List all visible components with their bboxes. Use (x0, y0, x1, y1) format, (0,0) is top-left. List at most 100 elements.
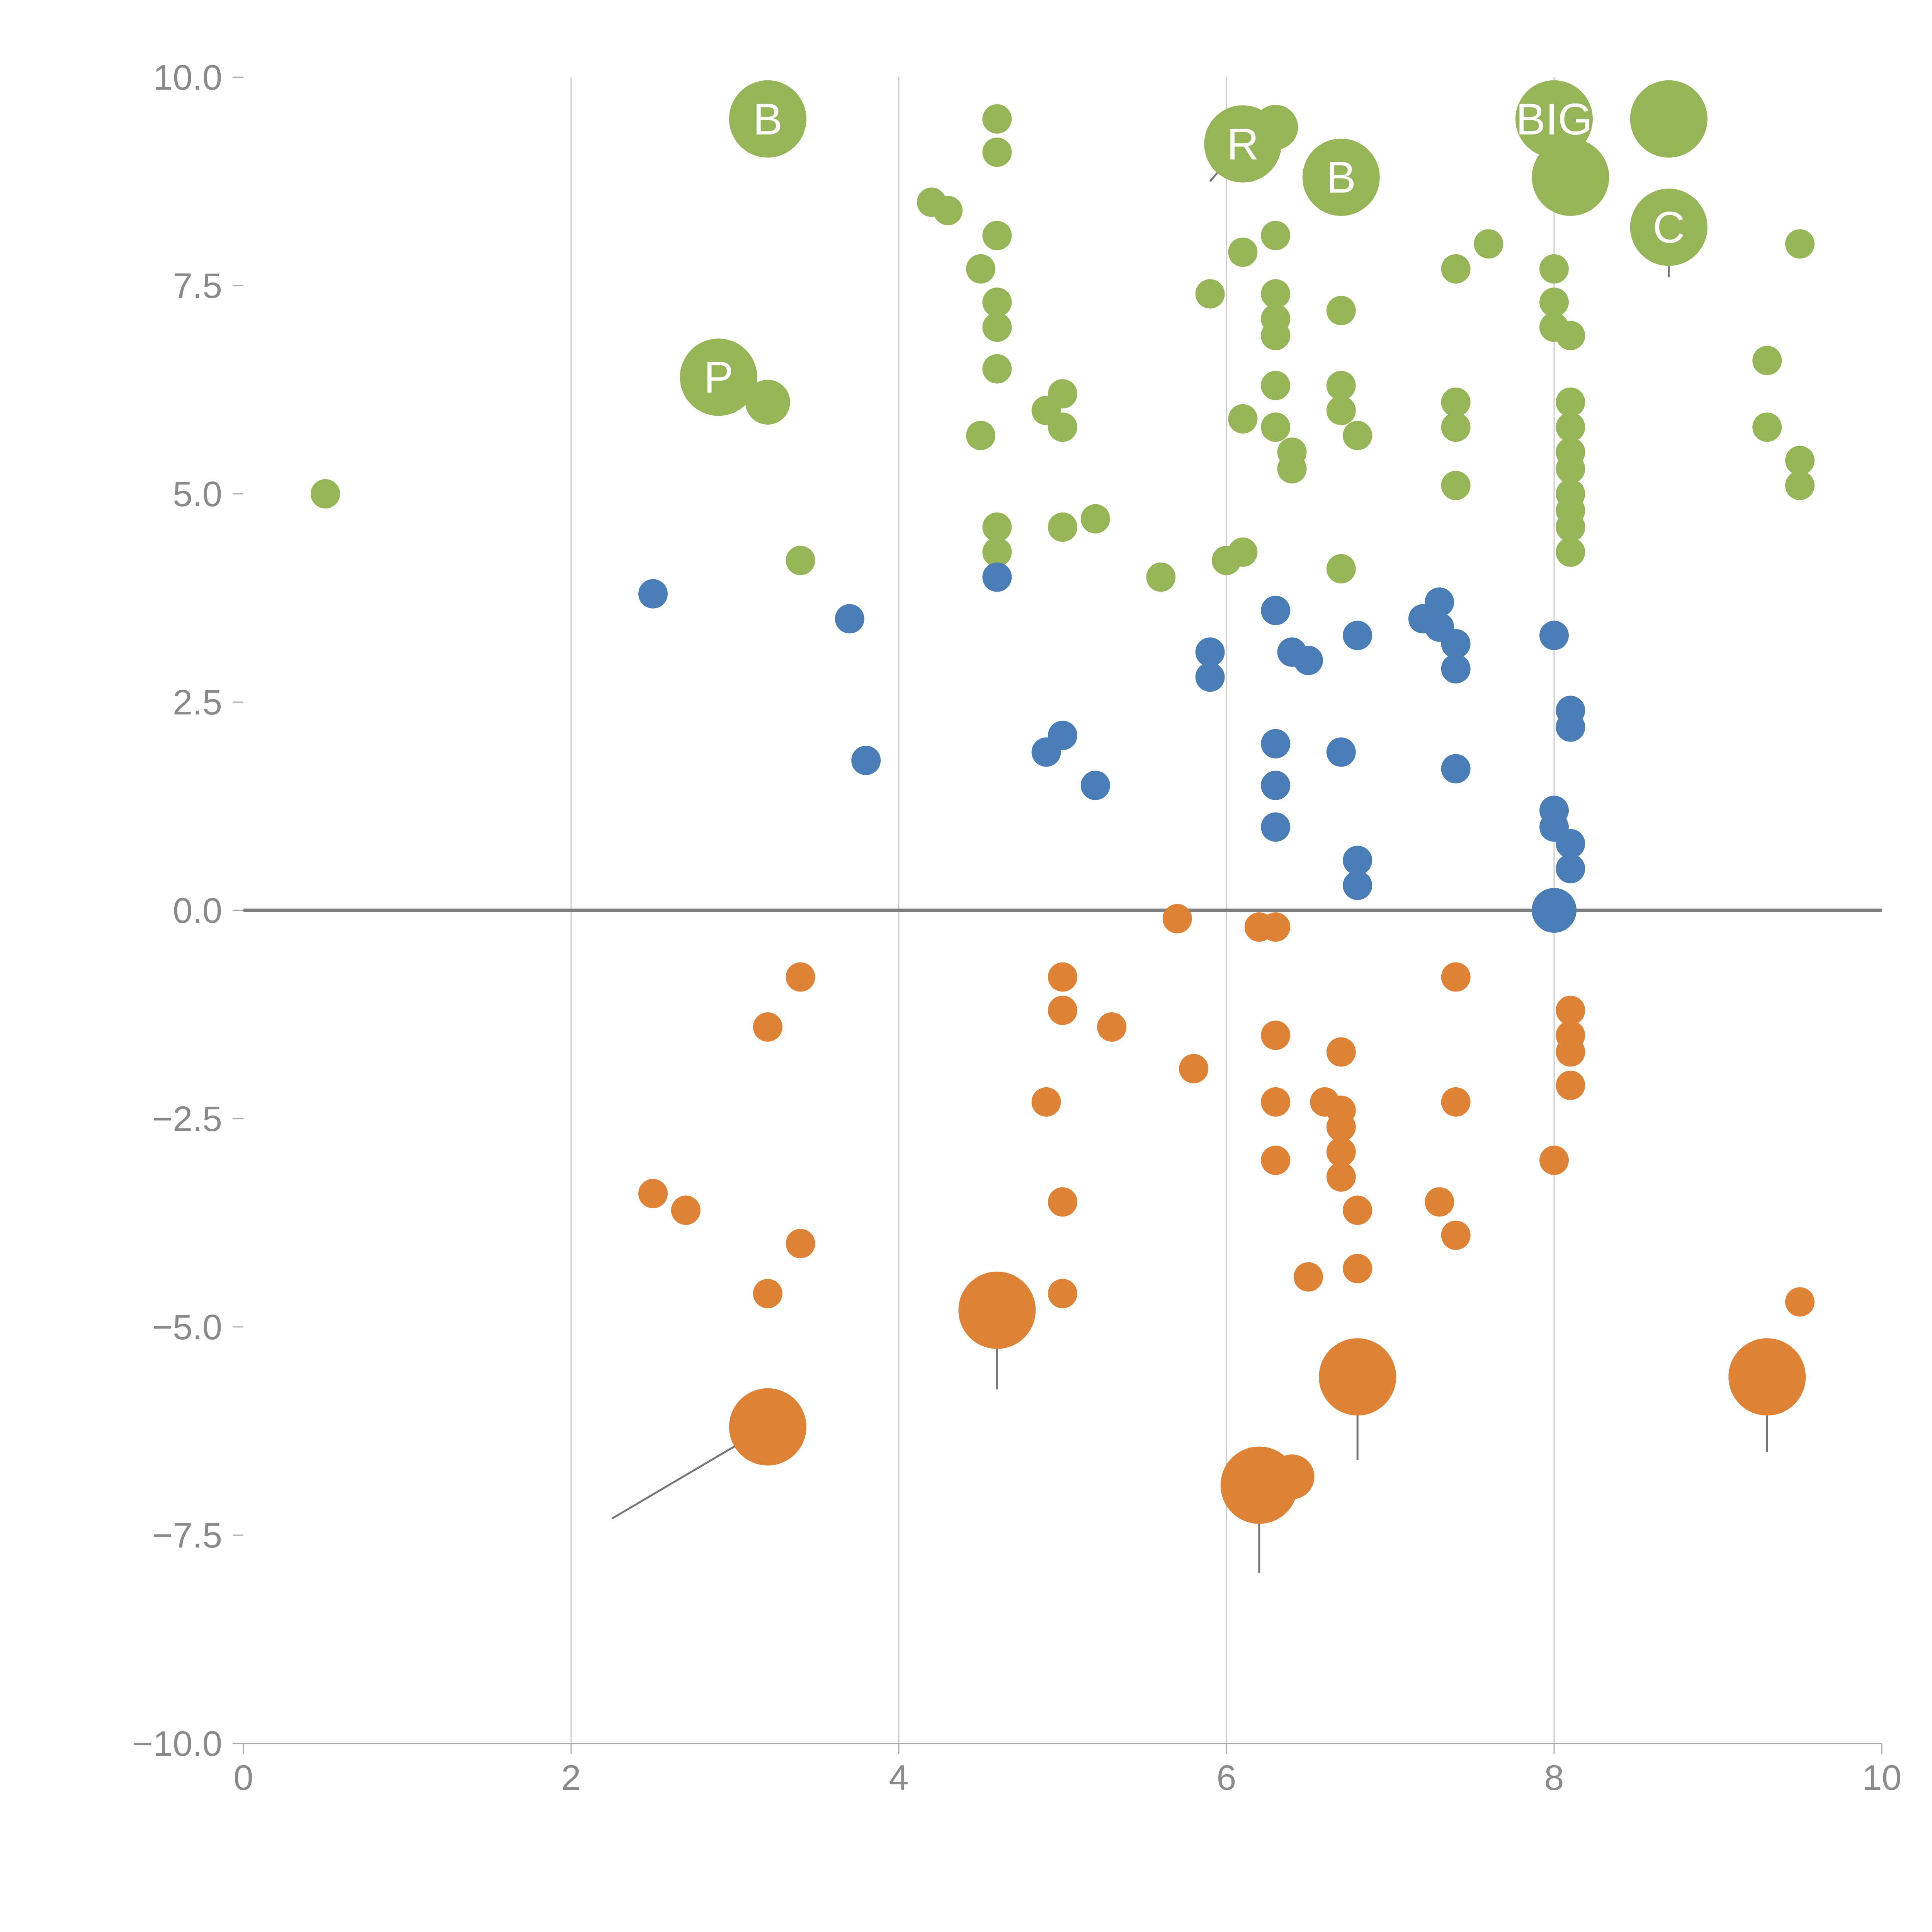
green-data-point (1048, 512, 1077, 542)
green-data-point (1253, 105, 1298, 150)
bubble-label: R (1227, 119, 1259, 169)
green-data-point (1441, 412, 1471, 442)
blue-data-point (1556, 712, 1585, 742)
orange-data-point (1048, 1279, 1077, 1308)
green-data-point (933, 196, 963, 225)
green-data-point (966, 421, 995, 451)
green-data-point (1532, 138, 1609, 216)
green-data-point (1048, 379, 1077, 409)
green-data-point (1630, 80, 1708, 158)
blue-data-point (1441, 629, 1471, 659)
orange-data-point (1261, 1145, 1291, 1175)
green-data-point (982, 537, 1012, 567)
y-tick-label: −5.0 (152, 1308, 222, 1347)
orange-data-point (786, 962, 815, 992)
orange-data-point (1048, 962, 1077, 992)
y-tick-label: −2.5 (152, 1099, 222, 1139)
green-data-point (1556, 512, 1585, 542)
orange-data-point (671, 1196, 701, 1225)
green-data-point (1146, 562, 1176, 592)
green-data-point (1785, 471, 1815, 500)
blue-data-point (1080, 770, 1110, 800)
green-data-point (1228, 237, 1258, 267)
orange-data-point (729, 1388, 806, 1466)
green-data-point (1441, 387, 1471, 417)
y-tick-label: −7.5 (152, 1516, 222, 1555)
y-tick-label: 2.5 (173, 683, 222, 722)
blue-data-point (1556, 829, 1585, 859)
orange-data-point (1556, 1070, 1585, 1100)
blue-data-point (1261, 595, 1291, 625)
orange-data-point (1326, 1137, 1356, 1167)
blue-data-point (1261, 812, 1291, 842)
blue-data-point (1343, 871, 1372, 900)
green-data-point (1630, 189, 1708, 266)
green-data-point (680, 338, 757, 416)
green-data-point (1228, 404, 1258, 434)
green-data-point (1539, 254, 1569, 284)
blue-data-point (1532, 888, 1577, 933)
orange-data-point (1294, 1262, 1323, 1292)
orange-data-point (786, 1229, 815, 1259)
green-data-point (1261, 412, 1291, 442)
green-data-point (1080, 504, 1110, 534)
orange-data-point (1048, 995, 1077, 1025)
green-data-point (1474, 229, 1503, 259)
green-data-point (1261, 371, 1291, 400)
bubble-label: P (704, 353, 733, 402)
orange-data-point (1319, 1338, 1396, 1416)
green-data-point (729, 80, 806, 158)
green-data-point (1261, 321, 1291, 350)
orange-data-point (1441, 1220, 1471, 1250)
orange-data-point (753, 1279, 782, 1308)
x-tick-label: 2 (561, 1758, 581, 1798)
orange-data-point (1179, 1054, 1209, 1083)
green-data-point (1326, 396, 1356, 425)
green-data-point (1302, 138, 1380, 216)
x-tick-label: 4 (889, 1758, 908, 1798)
green-data-point (311, 479, 340, 509)
orange-data-point (1728, 1338, 1806, 1416)
green-data-point (1752, 412, 1782, 442)
green-data-point (982, 287, 1012, 317)
blue-data-point (1294, 646, 1323, 675)
green-data-point (1785, 229, 1815, 259)
green-data-point (1441, 254, 1471, 284)
bubble-label: C (1653, 203, 1685, 252)
green-data-point (1752, 346, 1782, 376)
green-data-point (1556, 454, 1585, 484)
orange-data-point (1539, 1145, 1569, 1175)
x-tick-label: 0 (233, 1758, 253, 1798)
orange-data-point (1326, 1112, 1356, 1142)
green-data-point (1326, 371, 1356, 400)
y-tick-label: 0.0 (173, 891, 222, 930)
blue-data-point (1539, 621, 1569, 650)
y-tick-label: 10.0 (153, 58, 222, 97)
orange-data-point (1785, 1287, 1815, 1317)
green-data-point (982, 512, 1012, 542)
blue-data-point (638, 579, 668, 609)
green-data-point (1343, 421, 1372, 451)
blue-data-point (1441, 754, 1471, 784)
blue-data-point (1425, 587, 1454, 617)
green-data-point (1326, 296, 1356, 325)
orange-data-point (1261, 1087, 1291, 1117)
x-tick-label: 6 (1216, 1758, 1236, 1798)
orange-data-point (1031, 1087, 1061, 1117)
blue-data-point (1261, 770, 1291, 800)
green-data-point (1556, 387, 1585, 417)
green-data-point (966, 254, 995, 284)
green-data-point (1195, 279, 1225, 309)
orange-data-point (1343, 1254, 1372, 1284)
green-data-point (1556, 412, 1585, 442)
orange-data-point (1162, 904, 1192, 934)
bubble-label: B (1326, 153, 1356, 202)
orange-data-point (1261, 1020, 1291, 1050)
green-data-point (786, 546, 815, 575)
orange-data-point (1326, 1162, 1356, 1192)
green-data-point (1326, 554, 1356, 584)
x-tick-label: 8 (1544, 1758, 1564, 1798)
green-data-point (1785, 446, 1815, 475)
